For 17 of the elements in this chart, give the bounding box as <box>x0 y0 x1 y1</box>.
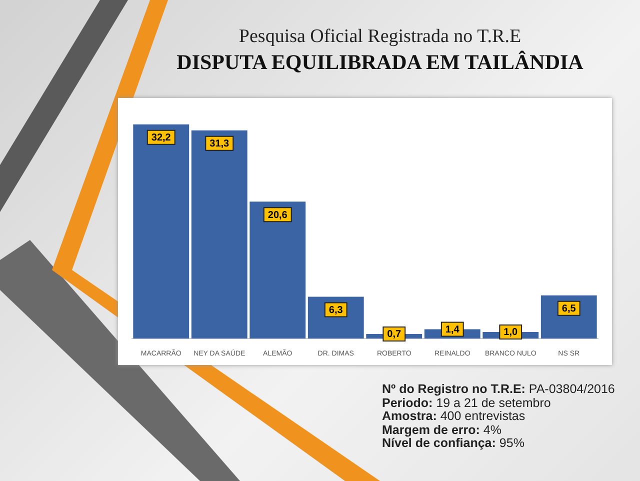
text: Nível de confiança: 95% <box>382 436 526 450</box>
data-label: 6,5 <box>562 304 576 315</box>
data-label: 1,0 <box>504 327 518 338</box>
data-label: 32,2 <box>151 132 172 144</box>
text: Margem de erro: 4% <box>382 422 502 437</box>
chart-title: Pesquisa Oficial Registrada no T.R.E <box>238 26 522 48</box>
bar <box>191 130 248 339</box>
text: Nº do Registro no T.R.E: PA-03804/2016 <box>382 382 615 396</box>
data-label: 0,7 <box>387 329 402 340</box>
text: Amostra: 400 entrevistas <box>382 409 526 424</box>
text: Periodo: 19 a 21 de setembro <box>382 396 552 410</box>
data-label: 1,4 <box>445 324 460 336</box>
data-label: 31,3 <box>210 138 230 150</box>
chart-subtitle: DISPUTA EQUILIBRADA EM TAILÂNDIA <box>176 50 584 75</box>
bar <box>250 202 306 339</box>
data-label: 6,3 <box>328 304 344 316</box>
data-label: 20,6 <box>268 210 288 221</box>
